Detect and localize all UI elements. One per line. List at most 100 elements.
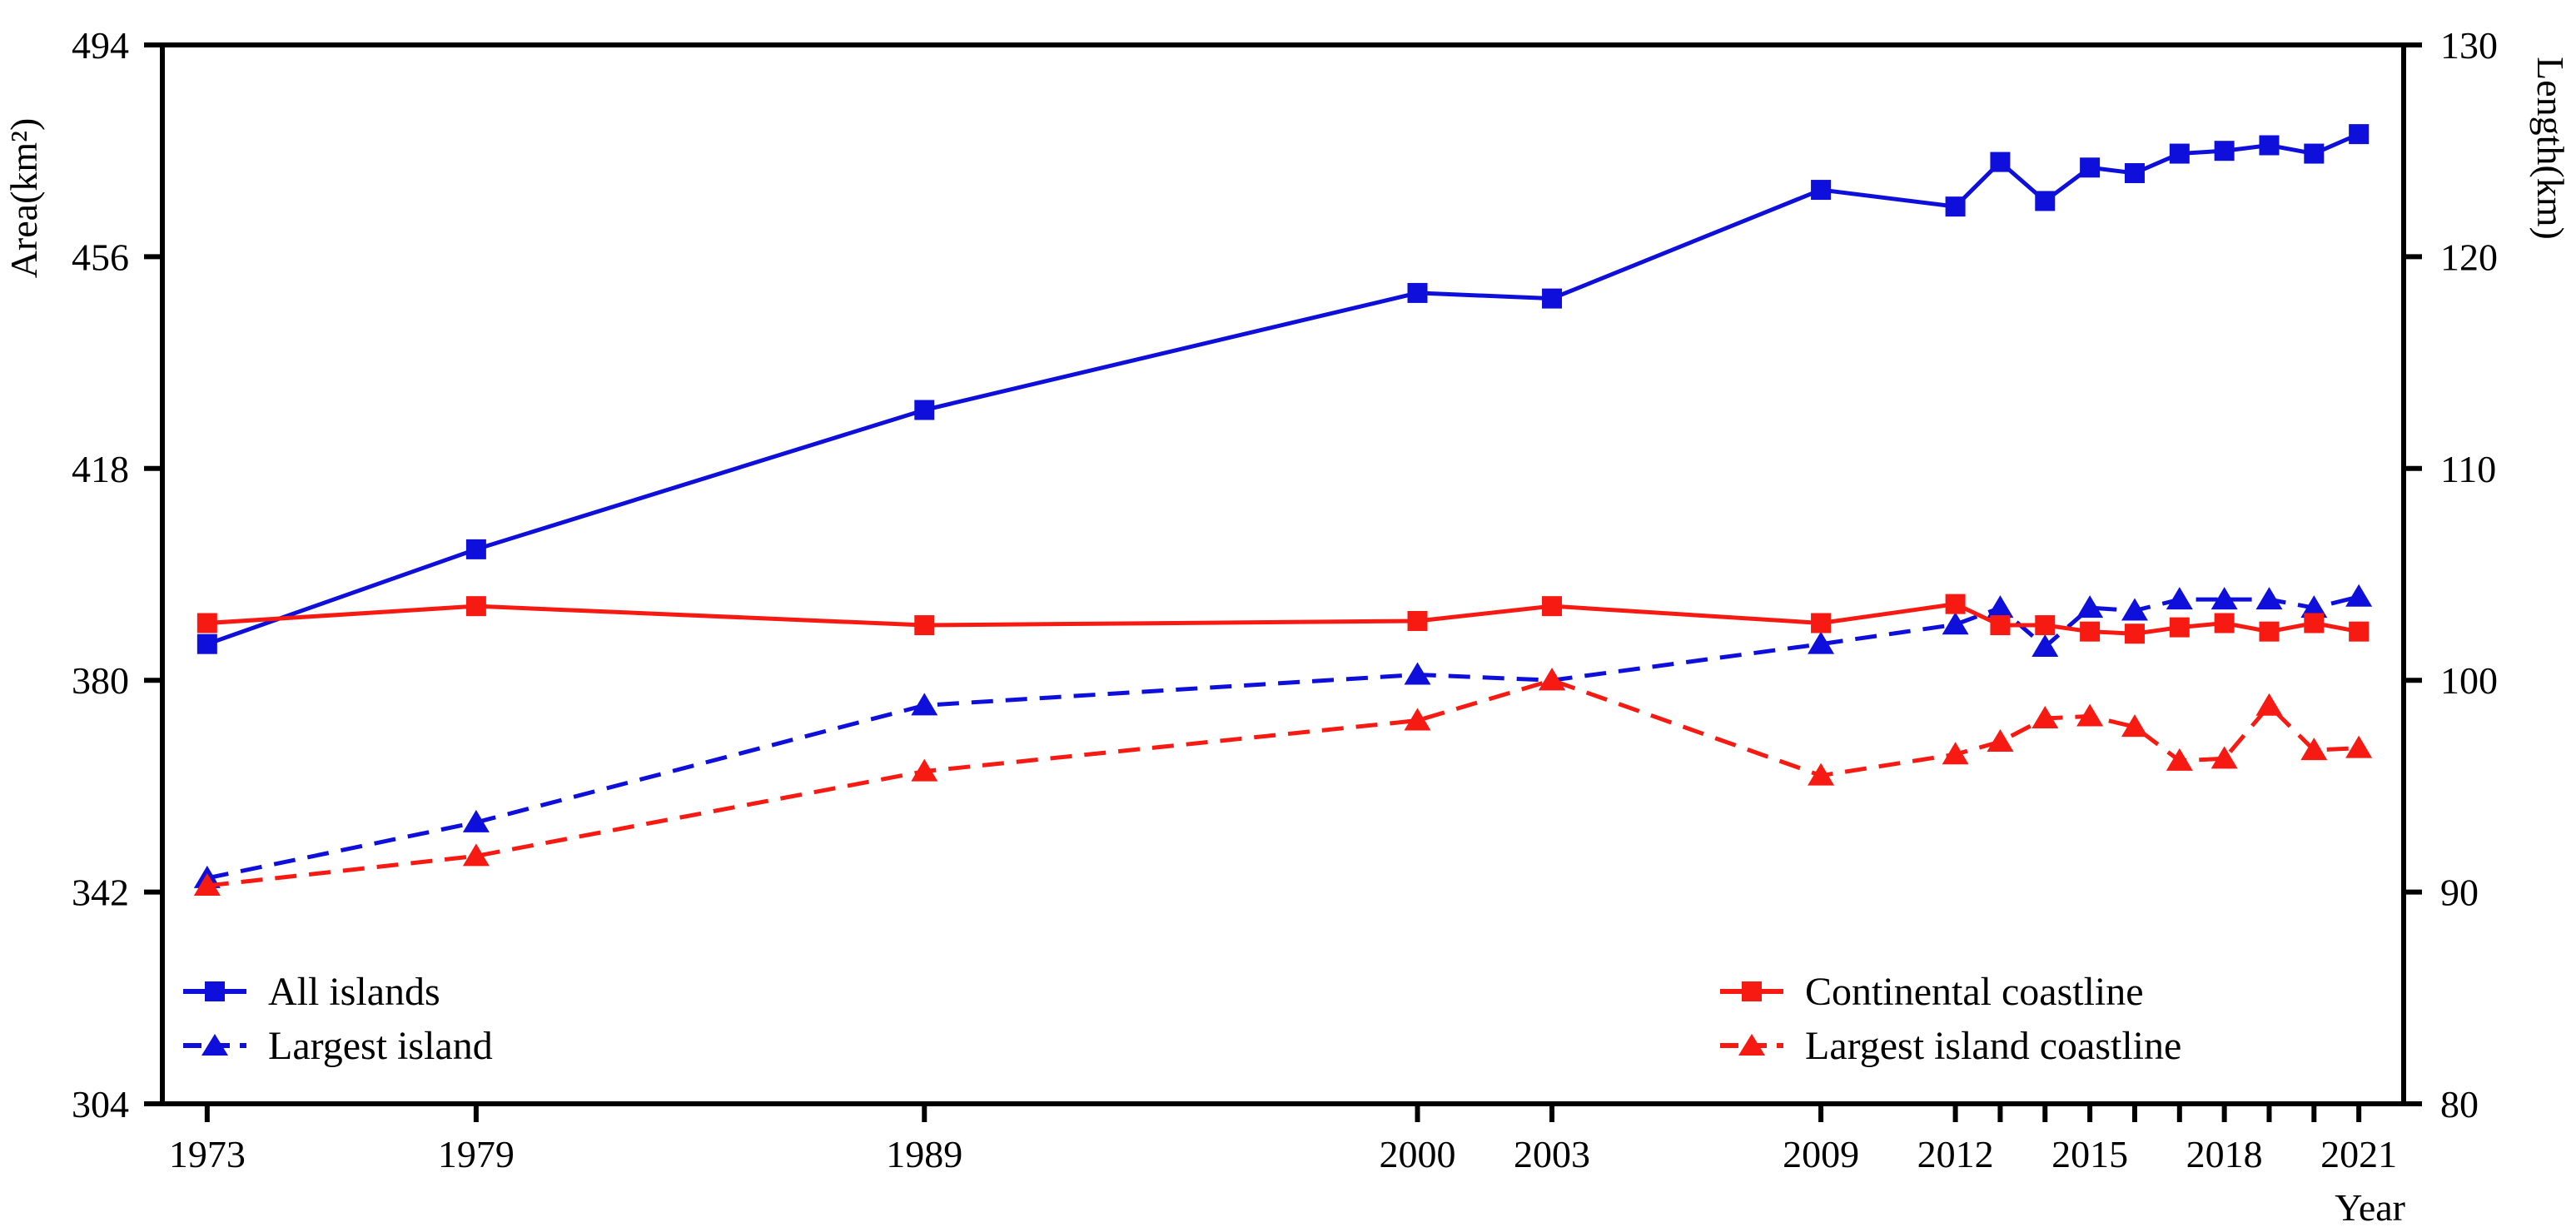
data-point-triangle-largest-island-coastline [2076, 703, 2104, 727]
x-tick-label: 2003 [1514, 1133, 1590, 1175]
data-point-square-continental-coastline [2035, 615, 2056, 636]
legend-label: Largest island coastline [1805, 1024, 2181, 1068]
data-point-triangle-largest-island-coastline [2166, 748, 2193, 771]
data-point-triangle-largest-island-coastline [1539, 668, 1566, 691]
data-point-square-all-islands [196, 633, 217, 654]
legend-right: Continental coastline Largest island coa… [1720, 970, 2181, 1068]
data-point-triangle-largest-island [911, 693, 938, 716]
data-point-triangle-largest-island [2210, 587, 2238, 610]
data-point-triangle-largest-island-coastline [2210, 746, 2238, 769]
data-point-square-all-islands [1407, 282, 1428, 303]
legend-label: Continental coastline [1805, 970, 2144, 1014]
data-point-square-all-islands [1542, 288, 1563, 309]
data-point-square-continental-coastline [2169, 617, 2190, 638]
x-tick-label: 2018 [2186, 1133, 2263, 1175]
legend-item-continental-coastline: Continental coastline [1720, 970, 2144, 1014]
right-axis-title: Length(km) [2529, 57, 2572, 240]
data-point-square-continental-coastline [465, 596, 486, 617]
data-point-triangle-largest-island-coastline [2031, 705, 2059, 728]
data-point-triangle-largest-island [2300, 595, 2328, 618]
data-point-triangle-largest-island-coastline [2345, 735, 2373, 758]
data-point-square-all-islands [2214, 141, 2235, 161]
data-point-square-all-islands [2349, 124, 2370, 145]
data-point-square-all-islands [914, 400, 935, 420]
data-point-square-all-islands [1945, 196, 1966, 217]
data-point-triangle-largest-island [1404, 662, 1431, 685]
legend-marker-triangle-red [1738, 1034, 1765, 1056]
data-point-square-all-islands [2080, 157, 2101, 178]
data-point-triangle-largest-island [2121, 598, 2148, 621]
y-left-tick-label: 418 [72, 448, 129, 490]
data-point-square-continental-coastline [1542, 596, 1563, 617]
legend-marker-square-red [1742, 981, 1762, 1001]
legend-marker-square-blue [205, 981, 225, 1001]
data-point-square-continental-coastline [1407, 610, 1428, 631]
data-point-square-continental-coastline [196, 613, 217, 633]
data-point-triangle-largest-island [2076, 595, 2104, 618]
data-point-triangle-largest-island [2345, 584, 2373, 607]
data-point-triangle-largest-island-coastline [911, 758, 938, 782]
data-point-square-continental-coastline [2124, 623, 2145, 644]
data-point-triangle-largest-island-coastline [1404, 708, 1431, 731]
data-point-square-continental-coastline [2259, 621, 2280, 642]
data-point-square-all-islands [2259, 135, 2280, 156]
data-point-square-continental-coastline [2214, 613, 2235, 633]
data-point-triangle-largest-island [2031, 634, 2059, 658]
series-largest-island-coastline-line [206, 678, 2360, 888]
data-point-triangle-largest-island-coastline [2255, 693, 2283, 716]
y-right-tick-label: 90 [2440, 872, 2479, 914]
y-right-tick-label: 120 [2440, 236, 2498, 278]
data-point-square-continental-coastline [2349, 621, 2370, 642]
y-right-tick-label: 100 [2440, 659, 2498, 702]
data-point-square-continental-coastline [1945, 594, 1966, 614]
data-point-square-all-islands [1990, 152, 2011, 172]
x-tick-label: 2012 [1917, 1133, 1994, 1175]
left-axis-title: Area(km²) [2, 118, 45, 279]
data-point-square-continental-coastline [914, 615, 935, 636]
data-point-square-all-islands [2035, 191, 2056, 211]
series-all-islands-line [206, 132, 2360, 647]
legend-label: All islands [268, 970, 440, 1014]
legend-item-largest-island: Largest island [183, 1024, 493, 1068]
legend-item-largest-island-coastline: Largest island coastline [1720, 1024, 2181, 1068]
x-axis-title: Year [2335, 1186, 2405, 1229]
x-tick-label: 2015 [2051, 1133, 2128, 1175]
data-point-square-all-islands [2169, 143, 2190, 164]
y-left-tick-label: 494 [72, 24, 129, 67]
data-point-square-continental-coastline [2080, 621, 2101, 642]
legend-marker-triangle-blue [201, 1034, 228, 1056]
data-point-triangle-largest-island [2166, 587, 2193, 610]
data-point-square-all-islands [2124, 162, 2145, 183]
series-largest-island-line [206, 594, 2360, 881]
x-tick-label: 1973 [169, 1133, 246, 1175]
y-right-tick-label: 130 [2440, 24, 2498, 67]
data-point-triangle-largest-island-coastline [462, 843, 490, 867]
axes-frame [160, 42, 2406, 1106]
x-tick-label: 1989 [886, 1133, 962, 1175]
data-point-triangle-largest-island-coastline [2300, 738, 2328, 761]
data-point-triangle-largest-island-coastline [1987, 728, 2014, 752]
data-point-triangle-largest-island-coastline [193, 872, 221, 896]
y-right-tick-label: 110 [2440, 448, 2496, 490]
plot-area: 494 456 418 380 342 304 130 120 110 100 90 80 1973 19… [72, 24, 2498, 1175]
data-point-triangle-largest-island-coastline [1808, 763, 1835, 786]
data-point-square-all-islands [465, 539, 486, 559]
data-point-square-continental-coastline [1811, 613, 1832, 633]
y-left-tick-label: 380 [72, 659, 129, 702]
data-point-triangle-largest-island [1987, 595, 2014, 618]
data-point-square-continental-coastline [1990, 615, 2011, 636]
data-point-triangle-largest-island-coastline [1942, 742, 1969, 765]
legend-left: All islands Largest island [183, 970, 493, 1068]
data-point-square-continental-coastline [2304, 613, 2325, 633]
data-point-square-all-islands [2304, 143, 2325, 164]
x-tick-label: 1979 [438, 1133, 515, 1175]
data-point-triangle-largest-island [2255, 587, 2283, 610]
y-right-tick-label: 80 [2440, 1083, 2479, 1125]
y-left-tick-label: 304 [72, 1083, 129, 1125]
legend-item-all-islands: All islands [183, 970, 440, 1014]
data-point-square-all-islands [1811, 180, 1832, 201]
data-point-triangle-largest-island-coastline [2121, 714, 2148, 738]
x-tick-label: 2000 [1380, 1133, 1456, 1175]
